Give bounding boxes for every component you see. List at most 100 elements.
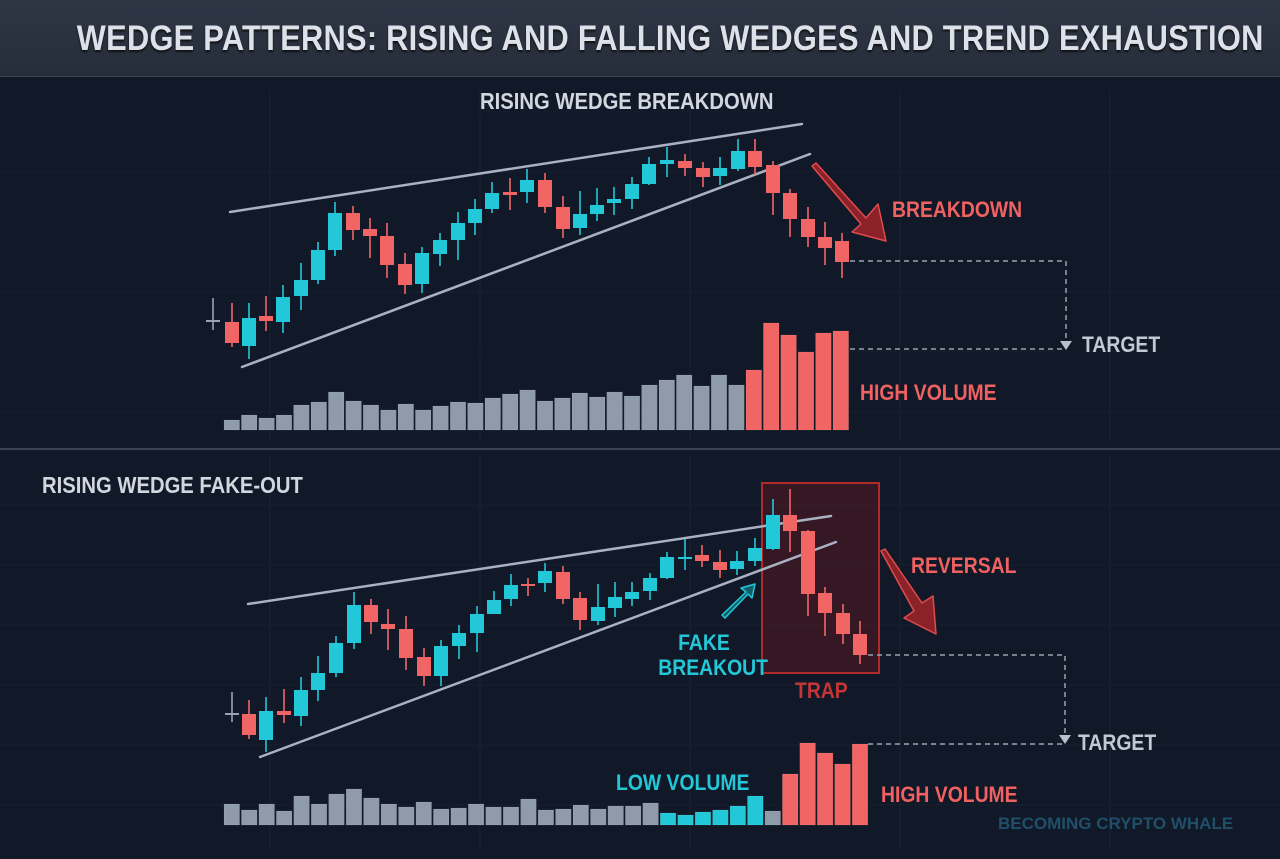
candle-body	[783, 515, 797, 531]
candle-body	[783, 193, 797, 219]
volume-bar	[258, 417, 275, 431]
volume-bar	[729, 805, 746, 826]
candle-body	[434, 646, 448, 676]
candle-body	[503, 192, 517, 195]
volume-bar	[851, 743, 869, 826]
volume-bar	[623, 395, 641, 431]
volume-bar	[241, 809, 258, 826]
volume-bar	[782, 773, 799, 826]
candle-body	[328, 213, 342, 250]
candle-body	[380, 236, 394, 265]
candle-body	[311, 673, 325, 690]
panel-divider	[0, 448, 1280, 450]
candle-body	[242, 714, 256, 735]
candle-body	[242, 318, 256, 346]
candle-body	[415, 253, 429, 284]
volume-bar	[710, 374, 728, 431]
volume-bar	[223, 803, 240, 826]
trendline-upper	[228, 122, 804, 214]
candle-body	[608, 597, 622, 608]
volume-bar	[763, 322, 780, 431]
volume-bar	[345, 400, 362, 431]
candle-body	[696, 168, 710, 177]
volume-bar	[433, 808, 450, 826]
volume-bar	[241, 414, 258, 431]
reversal-arrow-icon	[880, 548, 937, 635]
candle-body	[660, 557, 674, 578]
volume-bar	[223, 419, 240, 431]
volume-bar	[258, 803, 275, 826]
volume-bar	[468, 803, 485, 826]
target-label-bottom: TARGET	[1078, 730, 1157, 755]
candle-body	[277, 711, 291, 715]
target-arrow-icon	[1060, 341, 1072, 350]
volume-bar	[484, 397, 501, 431]
candle-body	[538, 571, 552, 583]
volume-bar	[380, 803, 397, 826]
volume-bar	[589, 396, 606, 431]
candle-body	[573, 598, 587, 620]
candle-body	[451, 223, 465, 240]
volume-bar	[590, 808, 607, 826]
candle-body	[678, 557, 692, 559]
candle-body	[468, 209, 482, 223]
volume-bar	[555, 808, 572, 826]
volume-bar	[641, 384, 658, 431]
page-title: WEDGE PATTERNS: RISING AND FALLING WEDGE…	[76, 19, 1264, 58]
volume-bar	[660, 812, 677, 826]
candle-body	[801, 219, 815, 237]
fake-breakout-arrow-icon	[721, 583, 756, 619]
candle-body	[485, 193, 499, 209]
candle-body	[311, 250, 325, 280]
fake-breakout-label: FAKE BREAKOUT	[658, 630, 768, 680]
volume-bar	[571, 392, 588, 431]
candle-body	[433, 240, 447, 254]
candle-body	[520, 180, 534, 192]
candle-body	[730, 561, 744, 569]
volume-bar	[642, 802, 659, 826]
volume-bar	[607, 805, 624, 826]
candle-body	[399, 629, 413, 658]
panel-title-breakdown: RISING WEDGE BREAKDOWN	[480, 88, 774, 114]
volume-bar	[764, 810, 781, 826]
trap-label: TRAP	[795, 678, 848, 703]
candle-body	[470, 614, 484, 633]
candle-body	[591, 607, 605, 621]
candle-body	[818, 593, 832, 613]
candle-body	[643, 578, 657, 591]
trendline-upper	[246, 514, 833, 606]
fake-breakout-line1: FAKE	[678, 630, 730, 655]
reversal-label: REVERSAL	[911, 553, 1017, 578]
volume-bar	[745, 369, 762, 431]
volume-bar	[450, 807, 467, 826]
high-volume-label-top: HIGH VOLUME	[860, 380, 997, 405]
volume-bar	[797, 351, 815, 431]
volume-bar	[658, 379, 675, 431]
candle-body	[556, 572, 570, 599]
candle-body	[748, 548, 762, 561]
breakdown-label: BREAKDOWN	[892, 197, 1023, 222]
candle-body	[417, 657, 431, 676]
volume-bar	[747, 795, 764, 826]
volume-bar	[432, 405, 449, 431]
candle-body	[538, 180, 552, 207]
volume-bar	[485, 806, 502, 826]
candle-body	[607, 199, 621, 203]
volume-bar	[362, 404, 380, 431]
volume-bar	[676, 374, 693, 431]
volume-bar	[345, 788, 362, 826]
volume-bar	[415, 409, 432, 431]
volume-bar	[693, 385, 710, 431]
target-projection-line	[850, 260, 1067, 342]
volume-bar	[834, 763, 851, 826]
volume-bar	[398, 806, 415, 826]
candle-body	[346, 213, 360, 230]
volume-bar	[832, 330, 849, 431]
volume-bar	[694, 811, 712, 826]
candle-body	[329, 643, 343, 673]
candle-body	[556, 207, 570, 229]
volume-bar	[625, 805, 642, 826]
candle-body	[452, 633, 466, 646]
volume-bar	[677, 814, 694, 826]
